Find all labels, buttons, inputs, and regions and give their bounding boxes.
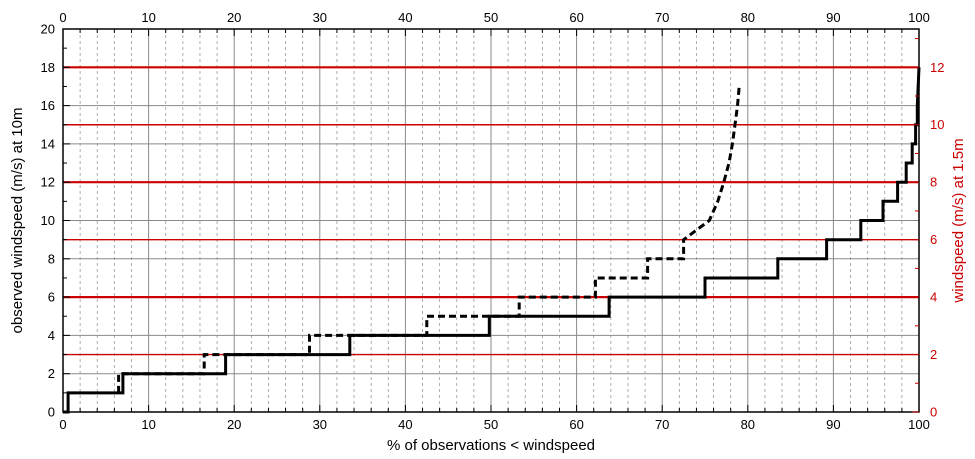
x-tick-label-top: 80: [741, 10, 755, 25]
minor-gridlines: [79, 29, 903, 412]
x-tick-label-top: 70: [655, 10, 669, 25]
y-tick-label: 0: [48, 405, 55, 420]
y-tick-label: 18: [41, 60, 55, 75]
y2-tick-label: 6: [930, 232, 937, 247]
x-tick-label: 70: [655, 417, 669, 432]
x-tick-labels-bottom: 0 10 20 30 40 50 60 70 80 90 100: [59, 417, 929, 432]
x-tick-label-top: 0: [59, 10, 66, 25]
x-tick-label-top: 30: [313, 10, 327, 25]
y-tick-label: 20: [41, 22, 55, 37]
x-tick-label-top: 60: [569, 10, 583, 25]
x-tick-label-top: 90: [826, 10, 840, 25]
series-line-dashed: [117, 86, 741, 393]
y2-tick-label: 2: [930, 347, 937, 362]
x-tick-labels-top: 0 10 20 30 40 50 60 70 80 90 100: [59, 10, 929, 25]
x-tick-label: 90: [826, 417, 840, 432]
x-tick-label: 60: [569, 417, 583, 432]
y2-tick-label: 12: [930, 60, 944, 75]
x-tick-label: 20: [227, 417, 241, 432]
red-reference-lines: [63, 66, 919, 356]
y2-tick-label: 4: [930, 290, 937, 305]
y-tick-label: 12: [41, 175, 55, 190]
x-tick-label: 0: [59, 417, 66, 432]
y2-tick-label: 0: [930, 405, 937, 420]
x-tick-label-top: 20: [227, 10, 241, 25]
series-line-solid: [63, 67, 921, 414]
y2-tick-label: 8: [930, 175, 937, 190]
y-axis-label: observed windspeed (m/s) at 10m: [9, 108, 26, 334]
y-tick-label: 16: [41, 98, 55, 113]
x-tick-label: 50: [484, 417, 498, 432]
y-tick-label: 8: [48, 251, 55, 266]
y-tick-labels-left: 0 2 4 6 8 10 12 14 16 18 20: [41, 22, 55, 420]
x-tick-label: 30: [313, 417, 327, 432]
x-tick-label: 80: [741, 417, 755, 432]
x-tick-label: 10: [141, 417, 155, 432]
series-layer: [63, 67, 921, 414]
x-tick-label-top: 100: [908, 10, 930, 25]
x-tick-label-top: 10: [141, 10, 155, 25]
tick-marks: [62, 28, 920, 413]
y2-axis-label: windspeed (m/s) at 1.5m: [950, 138, 967, 303]
y-tick-label: 4: [48, 328, 55, 343]
x-tick-label-top: 40: [398, 10, 412, 25]
x-tick-label: 100: [908, 417, 930, 432]
x-axis-label: % of observations < windspeed: [387, 437, 595, 454]
x-tick-label-top: 50: [484, 10, 498, 25]
x-tick-label: 40: [398, 417, 412, 432]
y2-tick-label: 10: [930, 117, 944, 132]
y-tick-label: 2: [48, 366, 55, 381]
y-tick-label: 10: [41, 213, 55, 228]
y-tick-label: 6: [48, 290, 55, 305]
y-tick-label: 14: [41, 136, 55, 151]
y2-tick-labels-right: 0 2 4 6 8 10 12: [930, 60, 944, 420]
